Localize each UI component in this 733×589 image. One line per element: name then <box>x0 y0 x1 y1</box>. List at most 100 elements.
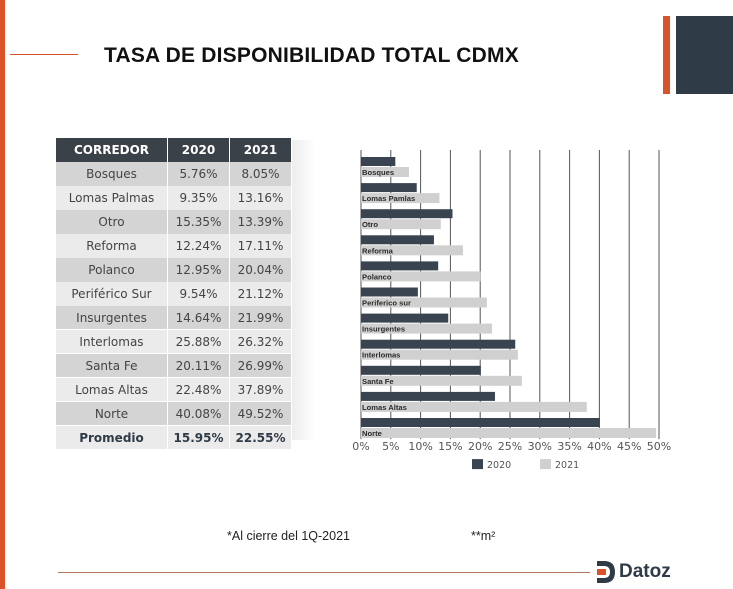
table-row: Interlomas 25.88% 26.32% <box>56 329 292 354</box>
header-2021: 2021 <box>230 138 291 162</box>
bar-2021 <box>361 323 493 334</box>
header-2020: 2020 <box>168 138 229 162</box>
cell-2021: 26.32% <box>230 329 291 354</box>
table-row: Polanco 12.95% 20.04% <box>56 257 292 282</box>
table-row: Insurgentes 14.64% 21.99% <box>56 305 292 330</box>
category-label: Santa Fe <box>362 377 394 386</box>
bar-2021 <box>361 167 409 177</box>
cell-corredor: Periférico Sur <box>56 281 167 306</box>
datoz-logo: Datoz <box>597 561 671 583</box>
cell-corredor: Otro <box>56 209 167 234</box>
cell-corredor: Insurgentes <box>56 305 167 330</box>
header-corredor: CORREDOR <box>56 138 167 162</box>
cell-2020: 25.88% <box>168 329 229 354</box>
table-row: Santa Fe 20.11% 26.99% <box>56 353 292 378</box>
table-row: Lomas Altas 22.48% 37.89% <box>56 377 292 402</box>
bar-2021 <box>361 349 518 360</box>
x-tick-label: 35% <box>557 440 581 453</box>
bar-2020 <box>361 313 449 323</box>
cell-2021: 21.12% <box>230 281 291 306</box>
x-tick-label: 10% <box>408 440 432 453</box>
category-label: Interlomas <box>362 351 400 360</box>
cell-corredor: Polanco <box>56 257 167 282</box>
corner-dark-block <box>676 16 733 94</box>
bar-2021 <box>361 193 440 204</box>
cell-2021: 20.04% <box>230 257 291 282</box>
datoz-logo-text: Datoz <box>619 561 671 582</box>
x-tick-label: 20% <box>468 440 492 453</box>
category-label: Reforma <box>362 246 394 255</box>
category-label: Lomas Pamlas <box>362 194 415 203</box>
cell-2021: 22.55% <box>230 425 291 450</box>
cell-corredor: Lomas Altas <box>56 377 167 402</box>
availability-table: CORREDOR 2020 2021 Bosques 5.76% 8.05% Loma… <box>56 138 292 450</box>
x-tick-label: 15% <box>438 440 462 453</box>
cell-corredor: Interlomas <box>56 329 167 354</box>
category-label: Periferico sur <box>362 299 411 308</box>
bar-2021 <box>361 219 441 230</box>
table-shadow <box>292 140 316 440</box>
footnote-unit: **m² <box>471 529 496 543</box>
table-row: Reforma 12.24% 17.11% <box>56 233 292 258</box>
cell-2021: 13.16% <box>230 185 291 210</box>
category-label: Bosques <box>362 168 394 177</box>
x-tick-label: 30% <box>528 440 552 453</box>
category-label: Polanco <box>362 272 392 281</box>
cell-2020: 22.48% <box>168 377 229 402</box>
page-title: TASA DE DISPONIBILIDAD TOTAL CDMX <box>104 44 519 67</box>
cell-corredor: Reforma <box>56 233 167 258</box>
bar-2020 <box>361 339 516 349</box>
bar-2020 <box>361 235 434 245</box>
cell-2020: 9.54% <box>168 281 229 306</box>
legend-swatch-2020 <box>472 459 483 470</box>
cell-2021: 17.11% <box>230 233 291 258</box>
cell-corredor: Bosques <box>56 161 167 186</box>
cell-2021: 37.89% <box>230 377 291 402</box>
cell-corredor: Promedio <box>56 425 167 450</box>
cell-2020: 20.11% <box>168 353 229 378</box>
x-tick-label: 40% <box>587 440 611 453</box>
table-header: CORREDOR 2020 2021 <box>56 138 292 162</box>
x-tick-label: 0% <box>352 440 369 453</box>
category-label: Otro <box>362 220 378 229</box>
bar-2021 <box>361 297 487 308</box>
cell-2020: 5.76% <box>168 161 229 186</box>
table-row-average: Promedio 15.95% 22.55% <box>56 425 292 450</box>
x-tick-label: 50% <box>647 440 671 453</box>
legend-label-2021: 2021 <box>555 460 579 471</box>
bar-2020 <box>361 287 418 297</box>
cell-2021: 13.39% <box>230 209 291 234</box>
corner-orange-block <box>663 16 670 94</box>
cell-corredor: Lomas Palmas <box>56 185 167 210</box>
cell-2021: 21.99% <box>230 305 291 330</box>
cell-2020: 15.95% <box>168 425 229 450</box>
table-row: Bosques 5.76% 8.05% <box>56 161 292 186</box>
availability-bar-chart: Bosques Lomas Pamlas Otro Reforma Polanco Per… <box>352 150 671 471</box>
cell-2020: 15.35% <box>168 209 229 234</box>
table-row: Norte 40.08% 49.52% <box>56 401 292 426</box>
cell-2020: 12.95% <box>168 257 229 282</box>
bar-2021 <box>361 428 657 438</box>
cell-2020: 14.64% <box>168 305 229 330</box>
cell-2020: 40.08% <box>168 401 229 426</box>
cell-corredor: Santa Fe <box>56 353 167 378</box>
bar-2020 <box>361 418 600 427</box>
bar-2021 <box>361 245 463 256</box>
bar-2020 <box>361 261 439 271</box>
cell-2020: 9.35% <box>168 185 229 210</box>
bar-2020 <box>361 391 495 401</box>
footnote-cutoff: *Al cierre del 1Q-2021 <box>227 529 350 543</box>
category-label: Lomas Altas <box>362 403 407 412</box>
x-tick-label: 25% <box>498 440 522 453</box>
table-row: Lomas Palmas 9.35% 13.16% <box>56 185 292 210</box>
cell-2021: 26.99% <box>230 353 291 378</box>
bar-2021 <box>361 375 522 386</box>
x-tick-label: 45% <box>617 440 641 453</box>
bar-2020 <box>361 365 481 375</box>
bar-2021 <box>361 271 481 282</box>
table-row: Periférico Sur 9.54% 21.12% <box>56 281 292 306</box>
legend-label-2020: 2020 <box>487 460 511 471</box>
bar-2021 <box>361 401 587 412</box>
x-tick-label: 5% <box>382 440 399 453</box>
table-row: Otro 15.35% 13.39% <box>56 209 292 234</box>
